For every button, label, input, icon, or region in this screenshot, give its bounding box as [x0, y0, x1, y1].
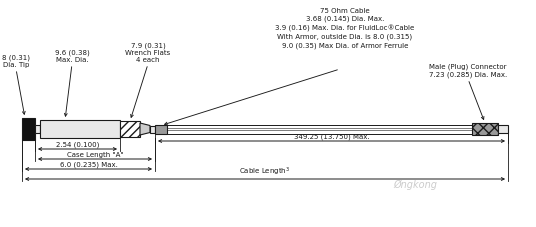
Text: 8 (0.31)
Dia. Tip: 8 (0.31) Dia. Tip	[2, 54, 30, 68]
Text: Male (Plug) Connector
7.23 (0.285) Dia. Max.: Male (Plug) Connector 7.23 (0.285) Dia. …	[429, 64, 507, 78]
Polygon shape	[140, 123, 150, 135]
Bar	[40, 121, 120, 138]
Bar	[498, 126, 508, 133]
Text: 75 Ohm Cable
3.68 (0.145) Dia. Max.
3.9 (0.16) Max. Dia. for FluidLoc®Cable
With: 75 Ohm Cable 3.68 (0.145) Dia. Max. 3.9 …	[276, 8, 415, 49]
Text: 2.54 (0.100): 2.54 (0.100)	[56, 141, 99, 147]
Text: Øngkong: Øngkong	[393, 179, 437, 189]
Text: Cable Length$^3$: Cable Length$^3$	[240, 165, 291, 177]
Bar	[155, 125, 167, 134]
Text: 6.0 (0.235) Max.: 6.0 (0.235) Max.	[59, 161, 117, 167]
Text: Case Length "A": Case Length "A"	[67, 151, 123, 157]
Bar	[35, 126, 40, 133]
Bar	[150, 126, 155, 133]
Text: 7.9 (0.31)
Wrench Flats
4 each: 7.9 (0.31) Wrench Flats 4 each	[125, 42, 170, 63]
Text: 9.6 (0.38)
Max. Dia.: 9.6 (0.38) Max. Dia.	[55, 49, 90, 63]
Bar	[120, 121, 140, 137]
Text: 349.25 (13.750) Max.: 349.25 (13.750) Max.	[294, 133, 369, 139]
Bar	[22, 118, 35, 140]
Bar	[472, 123, 498, 135]
